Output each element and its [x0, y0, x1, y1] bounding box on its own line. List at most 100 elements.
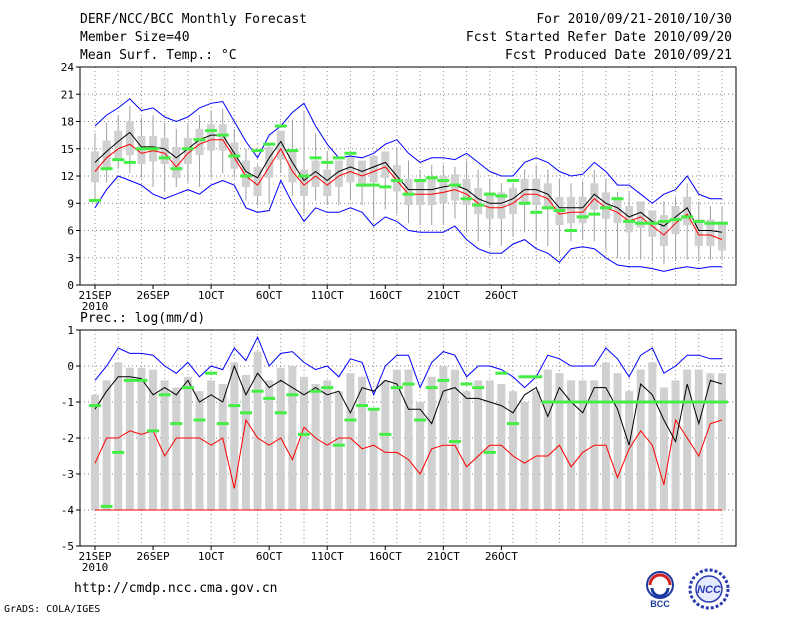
- prec-ensemble-bar: [230, 362, 239, 510]
- prec-ensemble-bar: [520, 402, 529, 510]
- temp-observed-point: [390, 179, 403, 183]
- prec-ensemble-bar: [91, 394, 99, 510]
- prec-ensemble-bar: [671, 380, 680, 510]
- prec-ensemble-bar: [183, 376, 192, 510]
- prec-observed-point: [112, 450, 125, 454]
- temp-ensemble-box: [497, 192, 506, 219]
- temp-ensemble-box: [625, 205, 634, 233]
- temp-ensemble-box: [613, 196, 622, 224]
- prec-observed-point: [274, 411, 287, 415]
- temp-observed-point: [518, 201, 531, 205]
- temp-observed-point: [704, 221, 717, 225]
- bcc-logo-text: BCC: [650, 599, 670, 609]
- temp-observed-point: [379, 185, 392, 189]
- temp-frame: [79, 66, 737, 286]
- temp-observed-point: [158, 156, 171, 160]
- prec-observed-point: [402, 382, 415, 386]
- temp-observed-point: [507, 179, 519, 183]
- prec-observed-point: [367, 407, 380, 411]
- chart-title: DERF/NCC/BCC Monthly Forecast: [80, 12, 307, 27]
- prec-ensemble-bar: [578, 380, 587, 510]
- prec-observed-point: [669, 400, 682, 404]
- temp-observed-point: [100, 167, 113, 171]
- precipitation-panel: Prec.: log(mm/d) -5 -4 -3 -2 -1 0 1 21SEP 26SEP 1O…: [61, 311, 737, 574]
- temp-observed-point: [321, 160, 334, 164]
- prec-ensemble-bar: [102, 380, 111, 510]
- prec-observed-point: [507, 422, 519, 426]
- temp-ensemble-box: [532, 178, 541, 206]
- prec-observed-point: [170, 422, 183, 426]
- prec-ensemble-bar: [114, 362, 123, 510]
- temp-ytick-label: 3: [67, 252, 74, 265]
- temp-ensemble-box: [636, 201, 645, 228]
- temp-ensemble-box: [160, 137, 169, 165]
- prec-observed-point: [123, 378, 136, 382]
- prec-observed-point: [286, 393, 299, 397]
- temp-observed-point: [402, 192, 415, 196]
- prec-xtick-label: 26SEP: [136, 550, 169, 563]
- prec-ytick-label: -4: [61, 504, 75, 517]
- prec-observed-point: [216, 422, 229, 426]
- prec-observed-point: [576, 400, 589, 404]
- prec-ensemble-bar: [346, 373, 355, 510]
- prec-ensemble-bar: [694, 369, 703, 510]
- temp-ensemble-box: [114, 130, 123, 160]
- temp-ensemble-box: [300, 169, 308, 196]
- temp-ensemble-box: [381, 151, 390, 178]
- prec-observed-point: [321, 386, 334, 390]
- prec-observed-point: [530, 375, 543, 379]
- temp-ensemble-box: [590, 183, 599, 210]
- temp-ensemble-box: [265, 146, 274, 178]
- temp-observed-point: [681, 215, 694, 219]
- temp-ytick-label: 6: [67, 225, 74, 238]
- prec-observed-point: [623, 400, 636, 404]
- prec-ytick-label: 0: [67, 360, 74, 373]
- member-size: Member Size=40: [80, 30, 190, 45]
- prec-panel-title: Prec.: log(mm/d): [80, 311, 205, 326]
- temp-ensemble-box: [241, 160, 250, 187]
- prec-observed-point: [205, 371, 218, 375]
- temp-ensemble-box: [718, 221, 726, 251]
- temp-observed-point: [437, 179, 450, 183]
- temp-ensemble-box: [578, 196, 587, 224]
- temp-xtick-label: 6OCT: [256, 289, 283, 302]
- temp-xtick-label: 26SEP: [136, 289, 169, 302]
- temp-ensemble-box: [683, 196, 692, 226]
- temp-observed-point: [263, 142, 276, 146]
- temp-observed-point: [274, 124, 287, 128]
- prec-ensemble-bar: [567, 380, 576, 510]
- temp-observed-point: [170, 167, 183, 171]
- prec-ensemble-bar: [218, 384, 227, 510]
- prec-xtick-label: 6OCT: [256, 550, 283, 563]
- temp-observed-point: [89, 199, 101, 203]
- temp-xtick-label: 21OCT: [427, 289, 460, 302]
- temp-observed-point: [228, 154, 241, 158]
- temp-observed-point: [147, 147, 160, 151]
- prec-ensemble-bar: [160, 380, 169, 510]
- prec-observed-point: [298, 432, 310, 436]
- prec-observed-point: [483, 450, 496, 454]
- temp-observed-point: [460, 197, 473, 201]
- prec-observed-point: [692, 400, 705, 404]
- prec-xtick-label: 1OCT: [198, 550, 225, 563]
- temp-observed-point: [298, 174, 310, 178]
- prec-observed-point: [437, 378, 450, 382]
- temp-observed-point: [576, 215, 589, 219]
- source-url[interactable]: http://cmdp.ncc.cma.gov.cn: [74, 581, 278, 596]
- prec-ensemble-bar: [497, 384, 506, 510]
- temp-observed-point: [657, 219, 670, 223]
- temp-observed-point: [286, 149, 299, 153]
- bcc-logo: BCC: [646, 571, 674, 609]
- temp-ensemble-box: [102, 140, 111, 169]
- temp-observed-point: [553, 209, 566, 213]
- temp-ensemble-box: [334, 160, 343, 187]
- prec-series-upper: [94, 335, 722, 397]
- temp-observed-point: [205, 129, 218, 133]
- temp-ensemble-box: [207, 124, 216, 151]
- forecast-start-date: Fcst Started Refer Date 2010/09/20: [465, 30, 732, 45]
- temp-ensemble-box: [706, 219, 715, 246]
- prec-ytick-label: -2: [61, 432, 74, 445]
- prec-observed-point: [332, 443, 345, 447]
- ncc-logo: NCC: [688, 568, 730, 610]
- prec-xtick-label: 21SEP: [78, 550, 111, 563]
